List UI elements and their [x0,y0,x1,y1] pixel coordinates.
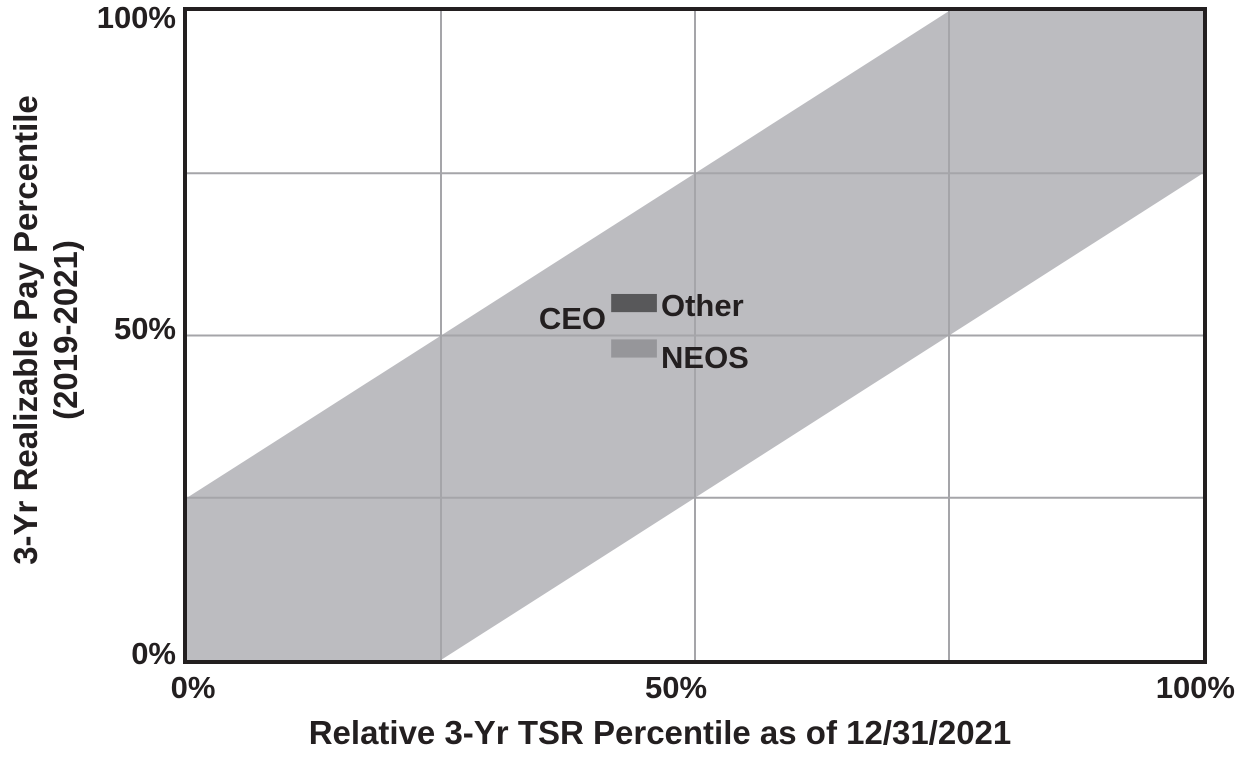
chart-canvas [187,11,1203,660]
point-label-other: Other [661,288,744,323]
x-axis-title: Relative 3-Yr TSR Percentile as of 12/31… [308,714,1012,751]
plot-area: CEO Other NEOS [183,7,1207,664]
point-label-ceo: CEO [538,301,606,336]
marker-other-neos [611,339,657,358]
y-tick-100: 100% [96,0,176,35]
marker-ceo [611,293,657,313]
y-tick-0: 0% [131,636,176,671]
x-tick-100: 100% [1155,670,1235,705]
y-tick-50: 50% [113,311,176,346]
x-tick-50: 50% [644,670,708,705]
x-tick-0: 0% [170,670,216,705]
point-label-neos: NEOS [661,340,749,375]
